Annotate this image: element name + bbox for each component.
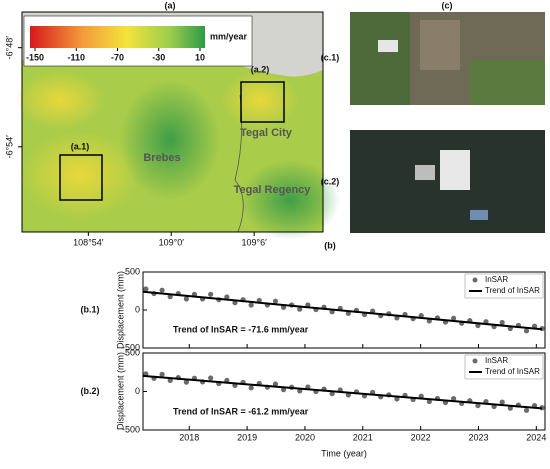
map-frame: [21, 11, 324, 233]
point: [159, 371, 165, 377]
y-tick-label: 0: [135, 386, 140, 396]
map: (a.1) (a.2) Brebes Tegal City Tegal Rege…: [15, 11, 340, 240]
annotation: Trend of InSAR = -71.6 mm/year: [173, 324, 309, 334]
point: [499, 319, 505, 326]
colorbar: [30, 26, 205, 48]
x-tick-label: 109°6′: [242, 237, 268, 247]
legend-marker: [472, 358, 478, 364]
map-region: [120, 80, 220, 200]
panel-label: (b.1): [81, 304, 100, 314]
point: [394, 396, 400, 402]
y-tick-label: -6°48′: [4, 36, 14, 60]
x-tick-label: 2020: [295, 432, 315, 442]
y-axis-label: Displacement (mm): [115, 271, 125, 349]
point: [297, 306, 303, 312]
y-tick-label: -500: [122, 424, 140, 434]
y-tick-label: 500: [125, 266, 140, 276]
photo: (c.1) (c.2): [321, 12, 545, 233]
legend: [464, 273, 544, 299]
colorbar-tick-label: -30: [152, 52, 165, 62]
y-tick-label: 0: [135, 304, 140, 314]
point: [451, 395, 457, 402]
x-tick-label: 2021: [353, 432, 373, 442]
point: [208, 291, 214, 297]
point: [507, 405, 513, 411]
y-tick-label: -500: [122, 342, 140, 352]
panel-label: (c): [442, 0, 453, 10]
inset-box: [59, 154, 103, 201]
x-tick-label: 2022: [411, 432, 431, 442]
point: [159, 287, 165, 293]
colorbar-unit: mm/year: [210, 31, 248, 41]
legend: [464, 354, 544, 380]
point: [183, 379, 189, 385]
y-axis-label: Displacement (mm): [115, 352, 125, 430]
point: [451, 315, 457, 321]
x-tick-label: 2019: [237, 432, 257, 442]
point: [499, 399, 505, 405]
place-label: Tegal City: [240, 127, 293, 139]
map-region: [220, 70, 300, 130]
building: [440, 150, 470, 190]
panel-label: (b.2): [81, 386, 100, 396]
map-region: [240, 160, 340, 240]
legend-label: Trend of InSAR: [485, 286, 540, 295]
photo-label: (c.1): [321, 52, 340, 62]
building: [470, 210, 488, 220]
y-tick-label: -6°54′: [4, 135, 14, 159]
town: [420, 20, 460, 70]
annotation: Trend of InSAR = -61.2 mm/year: [173, 406, 309, 416]
field: [350, 12, 410, 105]
place-label: Brebes: [143, 152, 180, 164]
inset-label: (a.2): [251, 64, 270, 74]
x-tick-label: 108°54′: [73, 237, 104, 247]
legend-marker: [472, 277, 478, 283]
colorbar-tick-label: -70: [111, 52, 124, 62]
colorbar-tick-label: -110: [67, 52, 85, 62]
point: [248, 302, 254, 308]
point: [208, 375, 214, 381]
point: [272, 298, 279, 304]
point: [475, 402, 481, 409]
panel-label: (a): [165, 0, 176, 10]
point: [183, 296, 189, 302]
trend-line: [142, 374, 543, 410]
point: [224, 294, 230, 300]
legend-label: InSAR: [485, 275, 508, 284]
point: [248, 385, 254, 391]
x-axis-label: Time (year): [321, 448, 367, 458]
trend-line: [142, 290, 543, 331]
point: [523, 328, 530, 334]
map-region: [15, 70, 105, 130]
inset-box: [240, 81, 285, 123]
place-label: Tegal Regency: [234, 184, 312, 196]
map-region: [20, 130, 140, 220]
point: [143, 286, 149, 292]
x-tick-label: 109°0′: [159, 237, 185, 247]
inset-label: (a.1): [71, 141, 90, 151]
panel-label: (b): [324, 240, 336, 250]
legend-label: Trend of InSAR: [485, 367, 540, 376]
colorbar-tick-label: 10: [195, 52, 205, 62]
building: [378, 40, 398, 52]
photo-label: (c.2): [321, 176, 340, 186]
x-tick-label: 2018: [179, 432, 199, 442]
point: [523, 407, 530, 413]
colorbar-tick-label: -150: [26, 52, 44, 62]
x-tick-label: 2023: [468, 432, 488, 442]
x-tick-label: 2024: [526, 432, 546, 442]
field: [470, 60, 545, 105]
point: [272, 381, 279, 387]
y-tick-label: 500: [125, 347, 140, 357]
legend-label: InSAR: [485, 356, 508, 365]
building: [415, 165, 435, 180]
